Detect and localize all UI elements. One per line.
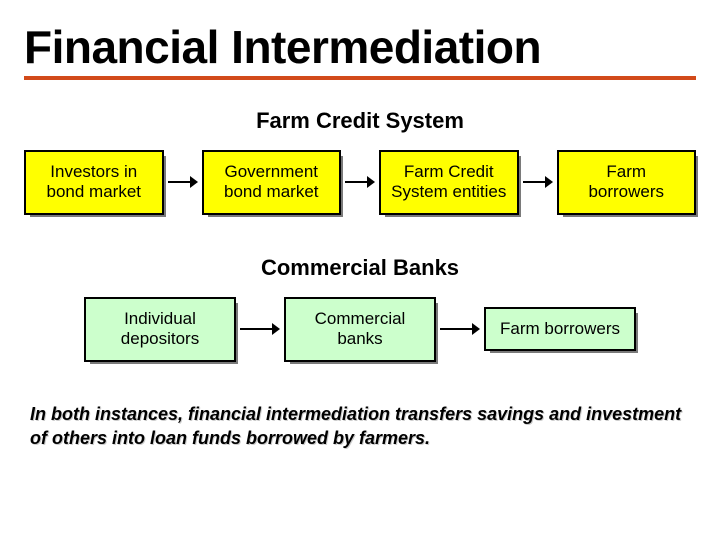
section2-label: Commercial Banks [24, 255, 696, 281]
arrow-icon [523, 174, 553, 190]
arrow-icon [440, 321, 480, 337]
footnote-text: In both instances, financial intermediat… [24, 402, 696, 451]
box-individual-depositors: Individual depositors [84, 297, 236, 362]
box-govt-bond: Government bond market [202, 150, 342, 215]
title-underline [24, 76, 696, 80]
box-investors: Investors in bond market [24, 150, 164, 215]
section1-label: Farm Credit System [24, 108, 696, 134]
flow-row-2: Individual depositors Commercial banks F… [24, 297, 696, 362]
box-farm-borrowers-2: Farm borrowers [484, 307, 636, 351]
box-fcs-entities: Farm Credit System entities [379, 150, 519, 215]
page-title: Financial Intermediation [24, 20, 696, 74]
arrow-icon [168, 174, 198, 190]
box-farm-borrowers-1: Farm borrowers [557, 150, 697, 215]
arrow-icon [240, 321, 280, 337]
flow-row-1: Investors in bond market Government bond… [24, 150, 696, 215]
box-commercial-banks: Commercial banks [284, 297, 436, 362]
arrow-icon [345, 174, 375, 190]
